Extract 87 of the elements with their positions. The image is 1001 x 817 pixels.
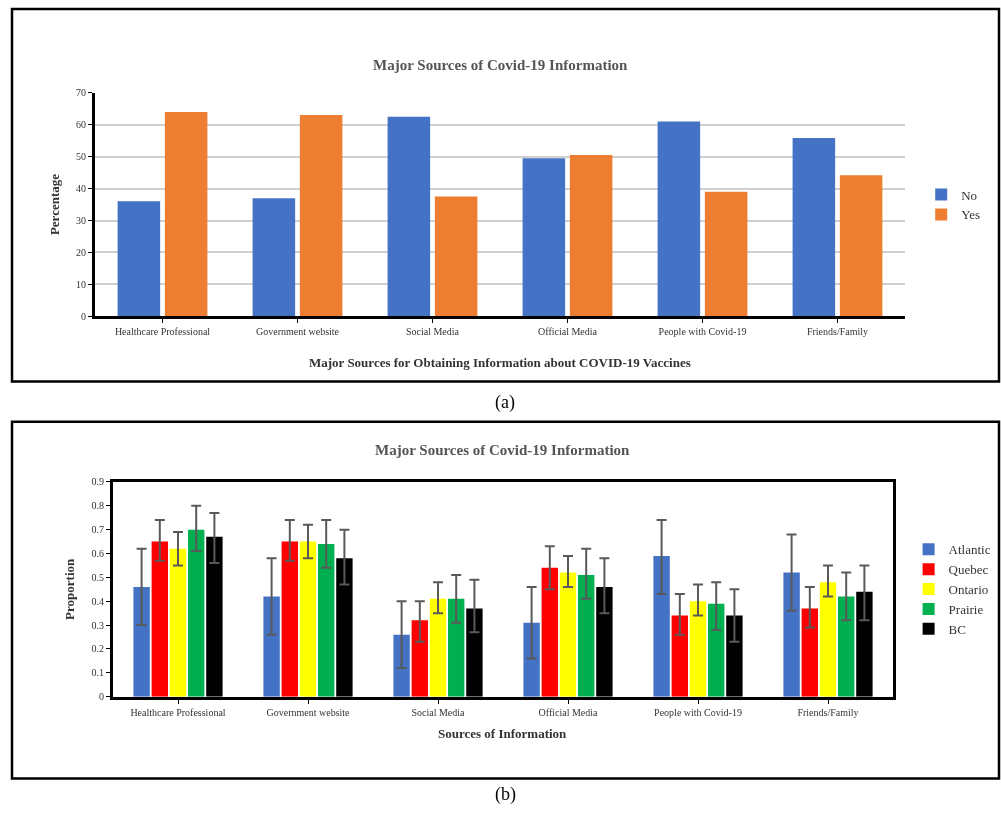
y-tick-label: 0 [99,691,104,703]
bar [448,598,465,697]
bar [281,541,298,697]
y-axis-title: Proportion [62,557,78,620]
y-axis-title: Percentage [46,173,62,236]
y-tick-label: 0.2 [91,643,104,655]
bar [689,601,707,697]
legend-label: Yes [961,207,981,223]
bar [318,543,335,697]
x-tick-label: Friends/Family [797,706,859,718]
text: (b) [495,784,516,805]
text: (a) [495,392,515,413]
y-tick-label: 0.1 [91,667,104,679]
x-tick-label: Healthcare Professional [130,706,226,718]
legend-label: Ontario [948,582,989,598]
bar [671,615,688,697]
x-tick-label: People with Covid-19 [658,326,747,338]
x-tick-label: Government website [255,326,340,338]
bar [578,574,595,697]
y-tick-label: 0.4 [91,595,104,607]
bar [596,586,613,697]
bar [206,536,223,697]
y-tick-label: 40 [76,183,86,195]
chart-title: Major Sources of Covid-19 Information [375,442,631,458]
bar [708,603,725,697]
x-tick-label: Friends/Family [806,326,869,338]
bar [856,591,873,697]
y-tick-label: 30 [76,215,86,227]
y-tick-label: 0.7 [91,524,104,536]
bar [188,529,205,697]
legend-label: No [961,187,978,203]
bar [387,116,431,317]
bar [792,138,836,317]
bar [411,620,428,697]
x-axis-title: Major Sources for Obtaining Information about COVID-19 Vaccines [309,355,691,370]
bar [523,622,540,697]
y-tick-label: 20 [76,246,86,258]
bar [783,572,800,697]
bar [819,582,837,697]
y-tick-label: 10 [76,278,86,290]
y-tick-label: 0 [81,310,86,322]
bar [169,548,187,697]
y-tick-label: 0.9 [91,476,104,488]
y-tick-label: 60 [76,119,86,131]
legend-label: Atlantic [948,542,991,558]
bar [252,198,296,317]
bar [466,608,483,697]
x-tick-label: Government website [266,706,351,718]
y-tick-label: 0.8 [91,500,104,512]
bar [657,121,701,317]
x-tick-label: Official Media [538,706,599,718]
x-tick-label: People with Covid-19 [654,706,742,718]
bar [299,115,343,317]
bar [726,615,743,697]
legend-label: Quebec [948,562,989,578]
bar [393,634,410,697]
y-tick-label: 70 [76,87,86,99]
y-tick-label: 0.3 [91,619,104,631]
x-axis-title: Sources of Information [438,726,568,741]
bar [839,175,883,317]
bar [704,191,748,317]
x-tick-label: Social Media [411,706,466,718]
bar [117,201,161,317]
bar [569,155,613,317]
bar [151,541,168,697]
bar [336,558,353,697]
x-tick-label: Official Media [538,326,598,338]
bar [133,586,150,697]
bar [164,111,208,317]
bar [522,158,566,317]
bar [559,572,577,697]
y-tick-label: 0.6 [91,548,104,560]
bar [429,598,447,697]
y-tick-label: 50 [76,151,86,163]
x-tick-label: Healthcare Professional [114,326,211,338]
legend-label: Prairie [948,602,984,618]
y-tick-label: 0.5 [91,571,104,583]
bar [299,541,317,697]
bar [434,196,478,317]
bar [541,567,558,697]
chart-title: Major Sources of Covid-19 Information [373,57,629,73]
legend-label: BC [948,621,966,637]
x-tick-label: Social Media [405,326,460,338]
bar [801,608,818,697]
bar [263,596,280,697]
bar [838,596,855,697]
bar [653,555,670,697]
